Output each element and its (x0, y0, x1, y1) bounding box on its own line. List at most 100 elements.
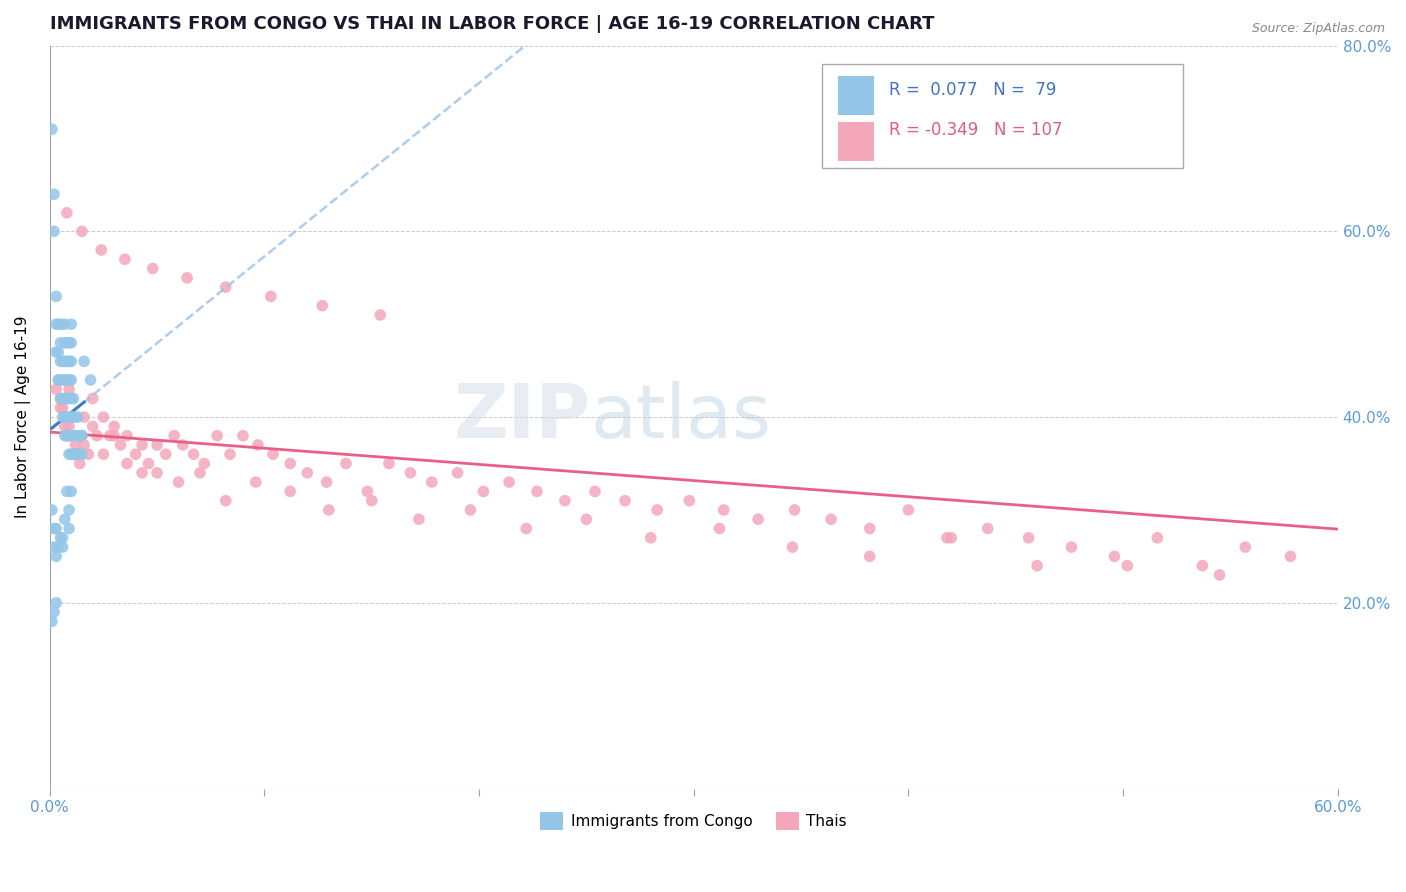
Point (335, 457, 357, 471)
Text: IMMIGRANTS FROM CONGO VS THAI IN LABOR FORCE | AGE 16-19 CORRELATION CHART: IMMIGRANTS FROM CONGO VS THAI IN LABOR F… (49, 15, 934, 33)
Point (420, 475, 443, 489)
Point (62, 447, 84, 461)
Point (460, 503, 482, 517)
Point (58, 522, 80, 536)
Text: R =  0.077   N =  79: R = 0.077 N = 79 (890, 80, 1057, 99)
Point (58, 392, 80, 406)
Point (515, 522, 537, 536)
Point (56, 428, 79, 442)
Point (936, 531, 959, 545)
Point (62, 392, 84, 406)
Point (56, 410, 79, 425)
Point (73, 354, 96, 368)
Point (73, 410, 96, 425)
Point (60, 335, 83, 350)
Point (183, 447, 205, 461)
Point (45, 289, 67, 303)
Point (1116, 558, 1139, 573)
Point (446, 466, 468, 480)
Point (65, 447, 87, 461)
Point (52, 540, 75, 554)
Point (215, 280, 238, 294)
Point (49, 401, 72, 415)
Point (53, 419, 76, 434)
Point (62, 410, 84, 425)
Point (60, 373, 83, 387)
Point (41, 503, 63, 517)
Point (66, 410, 89, 425)
Point (131, 438, 153, 452)
Point (155, 447, 177, 461)
Point (110, 438, 132, 452)
Point (46, 373, 69, 387)
Text: ZIP: ZIP (453, 381, 591, 454)
Point (58, 447, 80, 461)
Point (131, 466, 153, 480)
Point (65, 447, 87, 461)
Point (56, 392, 79, 406)
Point (42, 605, 65, 619)
Point (58, 428, 80, 442)
Point (70, 224, 93, 238)
Point (820, 512, 842, 526)
Point (142, 261, 165, 276)
Point (93, 410, 115, 425)
Point (260, 289, 283, 303)
Point (42, 187, 65, 202)
Point (52, 354, 75, 368)
Point (62, 428, 84, 442)
Point (52, 392, 75, 406)
Point (472, 484, 495, 499)
Point (219, 447, 242, 461)
Point (146, 466, 169, 480)
Point (138, 457, 160, 471)
Point (58, 410, 80, 425)
Point (46, 540, 69, 554)
Point (58, 382, 80, 396)
Point (498, 475, 520, 489)
Point (52, 531, 75, 545)
Point (66, 428, 89, 442)
Point (45, 317, 67, 331)
Point (49, 392, 72, 406)
Point (58, 354, 80, 368)
Point (46, 317, 69, 331)
Point (859, 522, 882, 536)
Point (49, 392, 72, 406)
Point (60, 447, 83, 461)
Point (315, 475, 337, 489)
Point (56, 206, 79, 220)
Point (575, 512, 598, 526)
Point (360, 493, 382, 508)
Point (53, 512, 76, 526)
Y-axis label: In Labor Force | Age 16-19: In Labor Force | Age 16-19 (15, 316, 31, 518)
Point (897, 503, 920, 517)
Point (246, 438, 269, 452)
Point (58, 335, 80, 350)
Point (49, 373, 72, 387)
Point (56, 428, 79, 442)
Point (678, 493, 700, 508)
Point (70, 428, 93, 442)
FancyBboxPatch shape (823, 64, 1182, 169)
Point (79, 373, 101, 387)
Point (70, 428, 93, 442)
Point (53, 317, 76, 331)
Point (645, 503, 668, 517)
Point (77, 447, 100, 461)
Point (356, 484, 378, 499)
Point (45, 345, 67, 359)
Point (49, 335, 72, 350)
Point (42, 540, 65, 554)
Point (232, 428, 254, 442)
Point (60, 317, 83, 331)
Point (368, 308, 391, 322)
Point (60, 354, 83, 368)
Point (115, 428, 138, 442)
Point (45, 522, 67, 536)
Point (1208, 568, 1230, 582)
Point (146, 438, 169, 452)
Point (311, 299, 333, 313)
Point (66, 447, 89, 461)
Point (318, 503, 340, 517)
